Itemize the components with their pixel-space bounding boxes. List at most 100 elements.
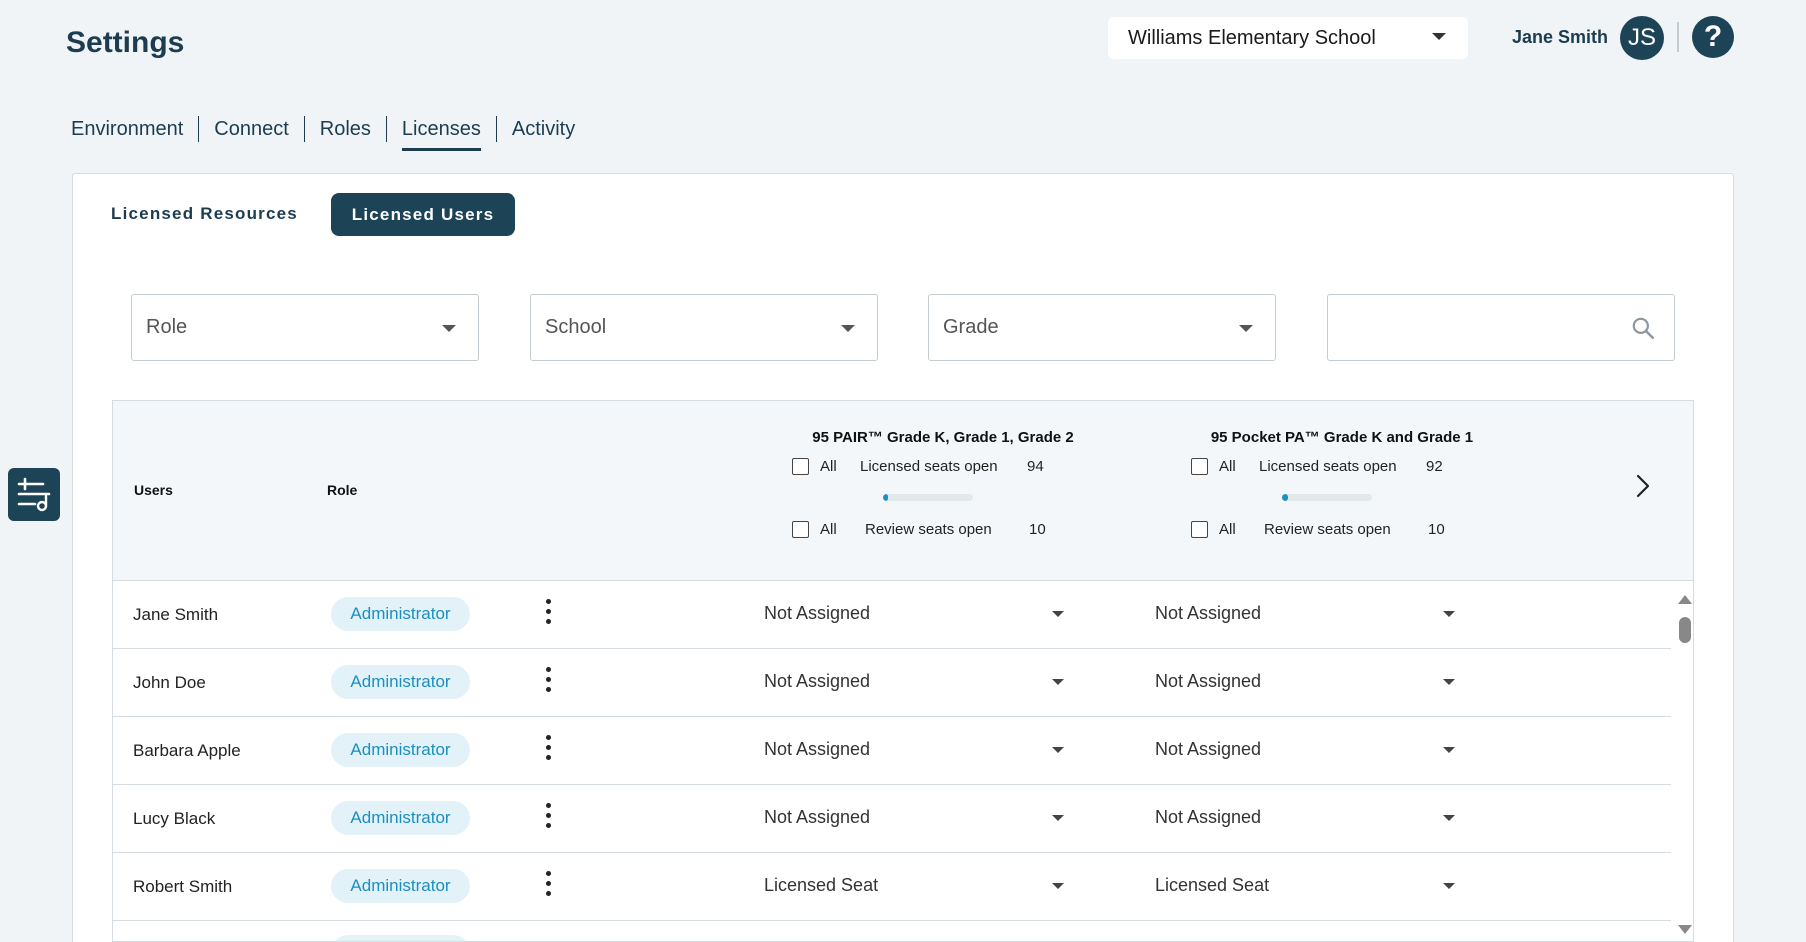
more-vertical-icon[interactable] [543,599,553,631]
license-assign-dropdown[interactable]: Not Assigned [1155,603,1455,624]
license-assign-dropdown[interactable]: Not Assigned [1155,807,1455,828]
license-assign-dropdown[interactable]: Not Assigned [1155,739,1455,760]
license-assign-dropdown[interactable]: Not Assigned [764,739,1064,760]
users-column-header: Users [134,482,173,498]
licensed-seats-progress [883,494,973,501]
settings-tabs: Environment Connect Roles Licenses Activ… [71,116,590,151]
page-title: Settings [66,26,185,59]
license-assign-dropdown[interactable]: Not Assigned [1155,671,1455,692]
license-title: 95 Pocket PA™ Grade K and Grade 1 [1210,429,1474,446]
tab-divider [198,116,200,142]
assign-value: Not Assigned [1155,603,1262,623]
help-icon[interactable]: ? [1692,16,1734,58]
role-column-header: Role [327,482,358,498]
chevron-down-icon [1443,747,1455,753]
search-input[interactable] [1327,294,1675,361]
license-assign-dropdown[interactable]: Licensed Seat [764,875,1064,896]
license-assign-dropdown[interactable]: Not Assigned [764,671,1064,692]
table-row: Lucy Black Administrator Not Assigned No… [113,785,1671,853]
license-assign-dropdown[interactable]: Not Assigned [764,603,1064,624]
grade-filter[interactable]: Grade [928,294,1276,361]
chevron-down-icon [1052,815,1064,821]
role-badge[interactable] [331,935,470,941]
all-label: All [1219,521,1236,538]
review-seats-count: 10 [1428,521,1445,538]
licensed-users-table: Users Role 95 PAIR™ Grade K, Grade 1, Gr… [112,400,1694,942]
role-badge[interactable]: Administrator [331,801,470,835]
assign-value: Not Assigned [764,739,871,759]
search-icon[interactable] [1630,315,1656,341]
role-filter[interactable]: Role [131,294,479,361]
tab-environment[interactable]: Environment [71,118,184,140]
table-row: Barbara Apple Administrator Not Assigned… [113,717,1671,785]
licensed-seats-count: 94 [1027,458,1044,475]
role-badge[interactable]: Administrator [331,665,470,699]
subtab-licensed-resources[interactable]: Licensed Resources [111,204,298,223]
tab-divider [385,116,387,142]
scroll-up-icon[interactable] [1678,595,1692,604]
user-name-cell: Lucy Black [133,809,216,828]
user-name-cell: John Doe [133,673,206,692]
chevron-down-icon [1443,883,1455,889]
license-assign-dropdown[interactable]: Licensed Seat [1155,875,1455,896]
user-name-cell: Robert Smith [133,877,233,896]
chevron-down-icon [1052,611,1064,617]
role-badge[interactable]: Administrator [331,597,470,631]
all-label: All [820,458,837,475]
select-all-licensed-checkbox[interactable] [1191,458,1208,475]
table-header: Users Role 95 PAIR™ Grade K, Grade 1, Gr… [113,401,1693,581]
progress-fill [883,494,888,501]
assign-value: Not Assigned [764,671,871,691]
review-seats-label: Review seats open [1264,521,1391,538]
school-select-value: Williams Elementary School [1128,26,1376,49]
licensed-seats-progress [1282,494,1372,501]
role-filter-label: Role [146,316,188,338]
assign-value: Not Assigned [1155,807,1262,827]
tab-connect[interactable]: Connect [214,118,289,140]
school-filter-label: School [545,316,607,338]
review-seats-row: All Review seats open 10 [1182,521,1502,541]
select-all-review-checkbox[interactable] [1191,521,1208,538]
licensed-seats-row: All Licensed seats open 94 [783,458,1103,478]
filter-sliders-glyph [17,477,51,511]
more-vertical-icon[interactable] [543,735,553,767]
license-assign-dropdown[interactable]: Not Assigned [764,807,1064,828]
review-seats-count: 10 [1029,521,1046,538]
tab-licenses[interactable]: Licenses [387,117,496,151]
school-select[interactable]: Williams Elementary School [1108,17,1468,59]
license-title: 95 PAIR™ Grade K, Grade 1, Grade 2 [812,429,1074,446]
select-all-review-checkbox[interactable] [792,521,809,538]
assign-value: Licensed Seat [764,875,879,895]
table-row: Robert Smith Administrator Licensed Seat… [113,853,1671,921]
all-label: All [1219,458,1236,475]
select-all-licensed-checkbox[interactable] [792,458,809,475]
more-vertical-icon[interactable] [543,667,553,699]
all-label: All [820,521,837,538]
user-name-cell: Jane Smith [133,605,219,624]
table-row: John Doe Administrator Not Assigned Not … [113,649,1671,717]
chevron-down-icon [1052,883,1064,889]
school-filter[interactable]: School [530,294,878,361]
subtab-licensed-users[interactable]: Licensed Users [331,193,515,236]
chevron-right-icon[interactable] [1633,471,1653,501]
licensed-seats-label: Licensed seats open [1259,458,1397,475]
role-badge[interactable]: Administrator [331,733,470,767]
table-row [113,921,1671,941]
chevron-down-icon [1052,747,1064,753]
chevron-down-icon [442,325,456,332]
tab-activity[interactable]: Activity [511,118,576,140]
more-vertical-icon[interactable] [543,803,553,835]
table-scrollbar[interactable] [1675,581,1693,941]
avatar[interactable]: JS [1620,16,1664,60]
licensed-seats-label: Licensed seats open [860,458,998,475]
tab-roles[interactable]: Roles [319,118,371,140]
licensed-seats-row: All Licensed seats open 92 [1182,458,1502,478]
filter-sliders-icon[interactable] [8,468,60,521]
grade-filter-label: Grade [943,316,999,338]
scroll-down-icon[interactable] [1678,925,1692,934]
more-vertical-icon[interactable] [543,871,553,903]
scroll-thumb[interactable] [1679,617,1691,643]
chevron-down-icon [1443,679,1455,685]
assign-value: Not Assigned [1155,739,1262,759]
role-badge[interactable]: Administrator [331,869,470,903]
